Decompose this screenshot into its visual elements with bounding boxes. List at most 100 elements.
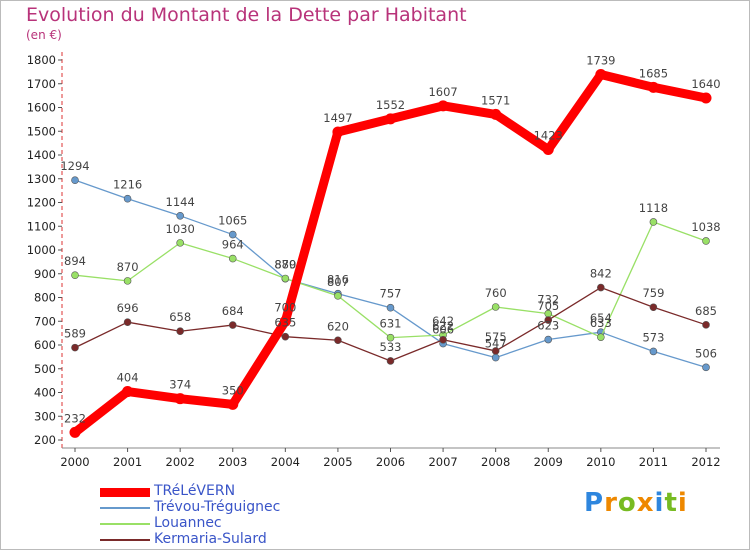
data-point <box>385 113 396 125</box>
data-label: 575 <box>485 330 507 344</box>
proxiti-logo: Proxiti <box>584 488 688 518</box>
y-tick-label: 800 <box>34 291 56 305</box>
data-point <box>386 333 395 342</box>
data-label: 622 <box>432 319 454 333</box>
data-label: 842 <box>590 267 612 281</box>
data-label: 642 <box>432 314 454 328</box>
x-tick-label: 2006 <box>376 455 405 469</box>
data-label: 635 <box>274 316 296 330</box>
y-tick-label: 1000 <box>27 243 56 257</box>
chart-title: Evolution du Montant de la Dette par Hab… <box>26 4 467 26</box>
data-point <box>491 353 500 362</box>
x-tick-label: 2005 <box>323 455 352 469</box>
data-label: 760 <box>485 286 507 300</box>
legend-swatch <box>100 539 150 541</box>
data-label: 757 <box>380 287 402 301</box>
data-label: 1640 <box>691 77 720 91</box>
data-label: 696 <box>117 301 139 315</box>
data-point <box>176 212 184 220</box>
data-label: 654 <box>590 311 612 325</box>
data-point <box>702 363 710 372</box>
legend-swatch <box>100 507 150 509</box>
data-label: 685 <box>695 304 717 318</box>
y-tick-label: 400 <box>34 386 56 400</box>
data-label: 1607 <box>428 85 457 99</box>
data-point <box>334 292 342 300</box>
y-tick-label: 700 <box>34 314 56 328</box>
data-point <box>227 398 239 410</box>
legend-swatch <box>100 523 150 525</box>
data-point <box>69 426 81 438</box>
y-tick-label: 1600 <box>27 101 56 115</box>
data-label: 404 <box>117 371 139 385</box>
x-tick-label: 2001 <box>113 455 142 469</box>
data-label: 547 <box>485 337 507 351</box>
data-point <box>122 386 134 398</box>
data-point <box>228 321 237 329</box>
unit-label: (en €) <box>26 28 62 42</box>
data-label: 1118 <box>639 201 668 215</box>
data-label: 620 <box>327 319 349 333</box>
data-label: 732 <box>537 293 559 307</box>
y-tick-label: 200 <box>34 433 56 447</box>
data-point <box>439 335 447 344</box>
data-point <box>597 333 605 341</box>
data-point <box>702 321 710 329</box>
data-label: 816 <box>327 273 349 287</box>
y-tick-label: 600 <box>34 338 56 352</box>
legend-swatch <box>100 488 150 497</box>
data-label: 1294 <box>60 159 89 173</box>
data-label: 623 <box>537 319 559 333</box>
data-label: 1423 <box>534 129 563 143</box>
y-tick-label: 1300 <box>27 172 56 186</box>
data-label: 1144 <box>166 195 195 209</box>
data-label: 700 <box>274 300 296 314</box>
y-tick-label: 1500 <box>27 124 56 138</box>
data-point <box>71 271 79 279</box>
data-point <box>490 108 502 120</box>
data-label: 894 <box>64 254 86 268</box>
data-point <box>437 100 449 112</box>
data-label: 350 <box>222 383 244 397</box>
value-labels: 232 404 374 350 700 1497 1552 1607 1571 1423 1739 1… <box>60 53 720 425</box>
data-label: 1685 <box>639 66 668 80</box>
data-label: 1065 <box>218 214 247 228</box>
data-label: 684 <box>222 304 244 318</box>
x-tick-label: 2002 <box>166 455 195 469</box>
data-label: 589 <box>64 327 86 341</box>
data-label: 1030 <box>166 222 195 236</box>
y-tick-label: 1100 <box>27 219 56 233</box>
data-label: 807 <box>327 275 349 289</box>
data-point <box>491 347 500 355</box>
line-chart: 200 300 400 500 600 700 800 900 1000 1100 1200 1300… <box>27 52 721 469</box>
x-tick-label: 2010 <box>586 455 615 469</box>
data-point <box>279 315 291 327</box>
data-label: 880 <box>274 258 296 272</box>
y-tick-label: 300 <box>34 409 56 423</box>
data-label: 506 <box>695 346 717 360</box>
data-point <box>176 327 184 336</box>
data-point <box>544 316 553 324</box>
data-label: 705 <box>537 299 559 313</box>
data-label: 533 <box>380 340 402 354</box>
data-point <box>71 176 79 184</box>
data-point <box>123 277 132 285</box>
data-point <box>386 303 395 312</box>
data-point <box>228 230 237 239</box>
data-point <box>491 303 500 311</box>
y-tick-label: 1700 <box>27 77 56 91</box>
data-point <box>649 218 658 226</box>
x-tick-label: 2011 <box>639 455 668 469</box>
data-point <box>334 336 342 345</box>
data-label: 633 <box>590 316 612 330</box>
y-tick-label: 1200 <box>27 196 56 210</box>
data-point <box>649 303 658 312</box>
data-label: 606 <box>432 323 454 337</box>
data-label: 658 <box>169 310 191 324</box>
x-tick-label: 2000 <box>60 455 89 469</box>
data-label: 1497 <box>323 111 352 125</box>
y-tick-label: 500 <box>34 362 56 376</box>
data-label: 759 <box>642 286 664 300</box>
data-point <box>542 144 554 156</box>
